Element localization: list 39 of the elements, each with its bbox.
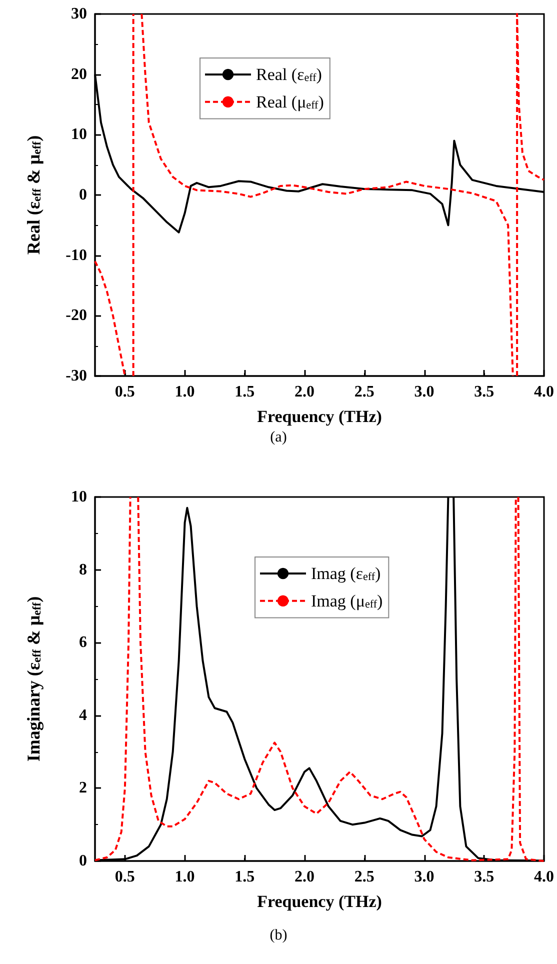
x-tick-label: 0.5 bbox=[114, 384, 135, 400]
x-tick-label: 3.0 bbox=[414, 868, 434, 886]
x-tick-label: 3.0 bbox=[414, 384, 434, 400]
x-tick-label: 2.5 bbox=[354, 868, 374, 886]
x-tick-label: 1.0 bbox=[174, 384, 195, 400]
y-tick-label: 4 bbox=[79, 706, 87, 724]
x-axis-title: Frequency (THz) bbox=[257, 407, 382, 426]
x-tick-label: 4.0 bbox=[534, 384, 554, 400]
legend-label: Imag (εeff) bbox=[311, 564, 381, 583]
y-axis-title: Imaginary (εeff & μeff) bbox=[23, 596, 44, 762]
legend-label: Real (εeff) bbox=[256, 65, 322, 84]
legend-label: Imag (μeff) bbox=[311, 591, 383, 610]
x-tick-label: 3.5 bbox=[474, 868, 494, 886]
x-tick-label: 1.0 bbox=[174, 868, 195, 886]
y-tick-label: -20 bbox=[66, 307, 87, 324]
y-tick-label: 0 bbox=[79, 852, 87, 870]
y-axis-title: Real (εeff & μeff) bbox=[23, 135, 44, 255]
y-tick-label: 2 bbox=[79, 780, 87, 797]
y-tick-label: 20 bbox=[71, 66, 87, 83]
x-tick-label: 2.5 bbox=[354, 384, 374, 400]
y-tick-label: 10 bbox=[71, 488, 87, 506]
y-tick-label: 6 bbox=[79, 634, 87, 652]
y-tick-label: -30 bbox=[66, 368, 87, 384]
y-tick-label: 8 bbox=[79, 561, 87, 578]
x-tick-label: 1.5 bbox=[234, 384, 255, 400]
text: (b) bbox=[270, 928, 288, 944]
y-tick-label: 0 bbox=[79, 186, 87, 204]
x-tick-label: 2.0 bbox=[294, 868, 315, 886]
x-tick-label: 1.5 bbox=[234, 868, 255, 886]
y-tick-label: 10 bbox=[71, 126, 87, 144]
x-tick-label: 0.5 bbox=[114, 868, 135, 886]
x-tick-label: 2.0 bbox=[294, 384, 315, 400]
x-tick-label: 3.5 bbox=[474, 384, 494, 400]
y-tick-label: -10 bbox=[66, 246, 87, 264]
y-tick-label: 30 bbox=[71, 6, 87, 22]
x-tick-label: 4.0 bbox=[534, 868, 554, 886]
text: (a) bbox=[270, 430, 287, 446]
x-axis-title: Frequency (THz) bbox=[257, 892, 382, 911]
legend-label: Real (μeff) bbox=[256, 92, 324, 112]
